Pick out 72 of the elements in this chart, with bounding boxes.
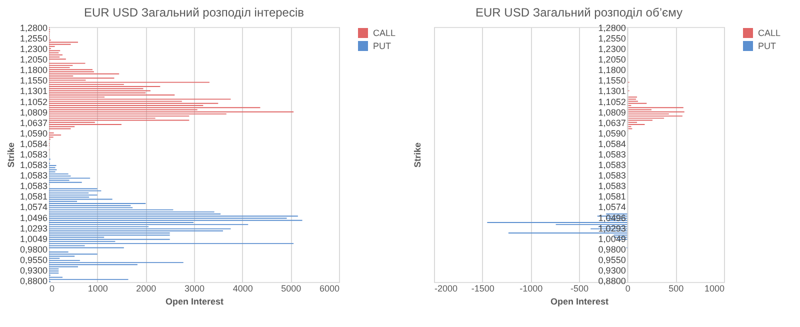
y-tick-label: 1,2800: [598, 22, 626, 33]
y-tick-label: 1,0583: [20, 181, 48, 192]
y-axis-title: Strike: [412, 142, 422, 168]
y-tick-label: 1,0496: [20, 212, 48, 223]
x-tick-label: -500: [570, 284, 589, 294]
y-tick-label: 1,2050: [20, 54, 48, 65]
legend-label: PUT: [758, 41, 776, 51]
x-tick-label: 6000: [319, 284, 340, 294]
y-tick-label: 1,0574: [598, 202, 626, 212]
y-tick-label: 1,1052: [598, 96, 626, 107]
y-tick-label: 1,2300: [20, 44, 48, 54]
y-tick-label: 0,9800: [598, 244, 626, 254]
y-tick-label: 1,2550: [20, 33, 48, 44]
x-tick-label: 1000: [88, 284, 108, 294]
y-tick-label: 1,0809: [20, 107, 48, 118]
y-tick-label: 0,9550: [20, 254, 48, 265]
y-tick-label: 1,2550: [598, 33, 626, 44]
y-tick-label: 1,1800: [598, 65, 626, 76]
x-tick-label: -2000: [434, 284, 458, 294]
y-tick-label: 1,0049: [598, 234, 626, 244]
y-tick-label: 1,2050: [598, 54, 626, 65]
y-tick-label: 1,0581: [598, 192, 626, 202]
chart-title: EUR USD Загальний розподіл інтересів: [84, 5, 304, 20]
y-tick-label: 1,0637: [20, 118, 48, 128]
x-axis-title: Open Interest: [550, 296, 609, 306]
x-tick-label: 4000: [232, 284, 253, 294]
x-tick-label: 3000: [184, 284, 205, 294]
y-tick-label: 1,1800: [20, 65, 48, 76]
y-tick-label: 1,0583: [598, 150, 626, 160]
legend-label: CALL: [373, 28, 396, 38]
y-tick-label: 1,0584: [20, 138, 48, 149]
chart-title: EUR USD Загальний розподіл об’єму: [475, 5, 683, 20]
y-tick-label: 1,0583: [598, 181, 626, 192]
y-tick-label: 1,0590: [598, 128, 626, 138]
y-tick-label: 1,0583: [20, 150, 48, 160]
x-tick-label: 2000: [136, 284, 156, 294]
x-tick-label: -1500: [471, 284, 494, 294]
x-tick-label: 5000: [281, 284, 302, 294]
y-tick-label: 1,0581: [20, 192, 48, 202]
x-tick-label: 0: [50, 284, 55, 294]
y-tick-label: 0,9550: [598, 254, 626, 265]
y-tick-label: 1,1301: [598, 86, 626, 96]
y-tick-label: 1,1052: [20, 96, 48, 107]
legend-label: PUT: [373, 41, 392, 51]
x-tick-label: 1000: [704, 284, 724, 294]
y-tick-label: 1,0584: [598, 138, 626, 149]
y-tick-label: 1,1550: [598, 76, 626, 86]
y-tick-label: 1,0583: [598, 170, 626, 181]
x-tick-label: 500: [668, 284, 684, 294]
x-axis-title: Open Interest: [165, 296, 224, 306]
y-tick-label: 1,1550: [20, 76, 48, 86]
y-tick-label: 1,0049: [20, 234, 48, 244]
y-tick-label: 1,0590: [20, 128, 48, 138]
y-tick-label: 1,2800: [20, 22, 48, 33]
y-tick-label: 1,0583: [20, 170, 48, 181]
y-tick-label: 0,8800: [598, 276, 626, 286]
y-tick-label: 1,0809: [598, 107, 626, 118]
legend-label: CALL: [758, 28, 781, 38]
y-tick-label: 0,9300: [598, 266, 626, 276]
y-tick-label: 1,2300: [598, 44, 626, 54]
y-tick-label: 0,9300: [20, 266, 48, 276]
y-tick-label: 1,0583: [20, 160, 48, 170]
y-axis-title: Strike: [6, 142, 16, 168]
y-tick-label: 1,0293: [20, 223, 48, 234]
y-tick-label: 1,0583: [598, 160, 626, 170]
y-tick-label: 0,8800: [20, 276, 48, 286]
y-tick-label: 0,9800: [20, 244, 48, 254]
x-tick-label: 0: [625, 284, 630, 294]
x-tick-label: -1000: [520, 284, 543, 294]
y-tick-label: 1,1301: [20, 86, 48, 96]
y-tick-label: 1,0637: [598, 118, 626, 128]
y-tick-label: 1,0574: [20, 202, 48, 212]
